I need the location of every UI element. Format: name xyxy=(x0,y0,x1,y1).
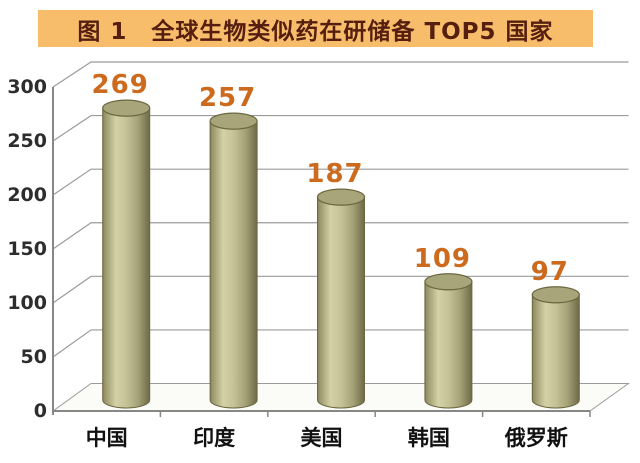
chart-title: 图 1 全球生物类似药在研储备 TOP5 国家 xyxy=(77,18,554,45)
chart-title-banner: 图 1 全球生物类似药在研储备 TOP5 国家 xyxy=(38,10,593,47)
